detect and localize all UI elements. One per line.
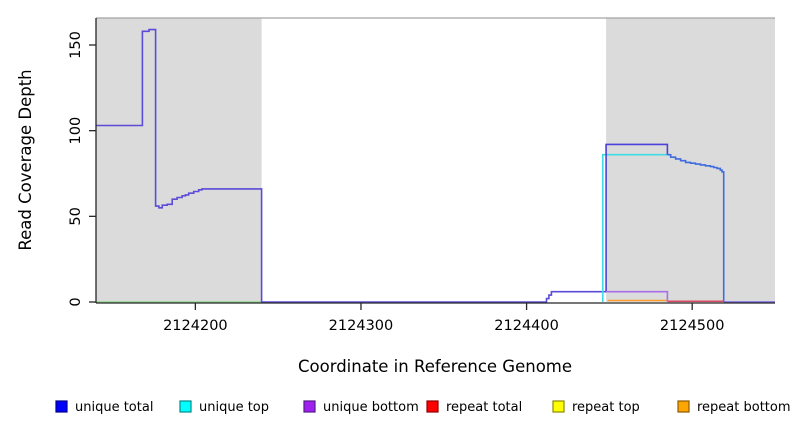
legend-swatch-repeat-bottom [677,400,690,413]
legend-label-unique-total: unique total [75,400,153,415]
right-masked-region [606,18,775,302]
masked-regions-layer [96,17,775,302]
legend: unique total unique top unique bottom repea… [55,400,791,415]
y-tick-label: 100 [68,117,84,145]
legend-swatch-unique-total [55,400,68,413]
unique-total-right-steps-line [667,153,725,302]
legend-label-unique-top: unique top [199,400,269,415]
legend-label-unique-bottom: unique bottom [323,400,419,415]
unique-total-left-line [96,28,607,303]
legend-swatch-unique-top [179,400,192,413]
unique-bottom-right-line [606,290,669,302]
y-tick-label: 150 [68,31,84,59]
axes-layer: 2124200 2124300 2124400 2124500 0 50 100 150 [68,18,775,334]
series-lines-layer [96,28,775,303]
y-axis-title: Read Coverage Depth [16,69,35,250]
legend-label-repeat-total: repeat total [446,400,522,415]
unique-top-right-line [601,153,668,302]
unique-total-right-plateau-line [605,143,669,292]
legend-swatch-repeat-total [426,400,439,413]
legend-label-repeat-top: repeat top [572,400,640,415]
y-tick-label: 0 [68,297,84,306]
legend-swatch-repeat-top [552,400,565,413]
x-tick-label: 2124300 [329,318,394,334]
legend-swatch-unique-bottom [303,400,316,413]
x-axis-title: Coordinate in Reference Genome [298,357,572,376]
left-masked-region [96,18,262,302]
legend-label-repeat-bottom: repeat bottom [697,400,791,415]
y-tick-label: 50 [68,207,84,225]
x-tick-label: 2124400 [494,318,559,334]
x-tick-label: 2124200 [163,318,228,334]
x-tick-label: 2124500 [660,318,725,334]
